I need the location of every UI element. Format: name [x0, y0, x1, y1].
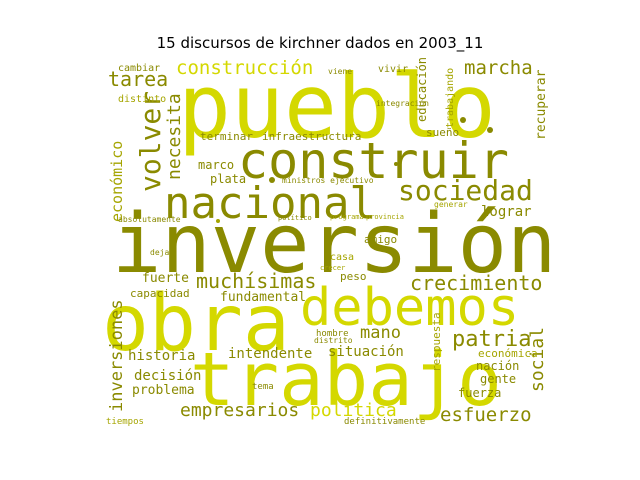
- word-respuesta: respuesta: [430, 312, 443, 372]
- word-marcha: marcha: [464, 57, 533, 79]
- word-fuerte: fuerte: [142, 271, 189, 286]
- word-crecimiento: crecimiento: [410, 271, 542, 295]
- dot-mark: [216, 219, 220, 223]
- word-trabajo: trabajo: [190, 337, 502, 423]
- word-decisión: decisión: [134, 368, 201, 384]
- word-intendente: intendente: [228, 346, 312, 362]
- word-esfuerzo: esfuerzo: [440, 404, 532, 426]
- word-hombre: hombre: [316, 329, 349, 339]
- word-sueño: sueño: [426, 126, 459, 139]
- word-generar: generar: [434, 200, 468, 209]
- word-construcción: construcción: [176, 57, 313, 79]
- word-gente: gente: [480, 372, 516, 386]
- word-plata: plata: [210, 172, 246, 186]
- word-tiempos: tiempos: [106, 417, 144, 427]
- dot-mark: [269, 177, 275, 183]
- word-económica: económica: [478, 347, 538, 360]
- word-distinto: distinto: [118, 94, 166, 105]
- word-obra: obra: [102, 279, 290, 369]
- dot-group: [216, 117, 493, 223]
- word-inversión: inversión: [112, 197, 556, 292]
- word-dejar: dejar: [150, 248, 174, 257]
- word-fundamental: fundamental: [220, 290, 306, 305]
- word-política: política: [310, 400, 397, 421]
- word-amigo: amigo: [364, 233, 397, 246]
- word-terminar: terminar: [200, 130, 253, 143]
- word-ministros-ejecutivo: ministros ejecutivo: [282, 176, 374, 185]
- word-casa: casa: [330, 252, 354, 263]
- word-crecer: crecer: [320, 264, 345, 272]
- word-necesita: necesita: [164, 93, 185, 180]
- word-empresarios: empresarios: [180, 400, 299, 421]
- word-construir: construir: [238, 132, 509, 190]
- dot-mark: [460, 117, 466, 123]
- word-cambiar: cambiar: [118, 63, 160, 74]
- word-recuperar: recuperar: [534, 69, 549, 140]
- word-provincia: provincia: [366, 213, 404, 221]
- word-muchísimas: muchísimas: [196, 269, 316, 293]
- word-viene: viene: [328, 67, 352, 76]
- word-mano: mano: [360, 323, 401, 343]
- word-definitivamente: definitivamente: [344, 417, 425, 427]
- word-fuerza: fuerza: [458, 386, 501, 400]
- word-distrito: distrito: [314, 336, 353, 345]
- word-tema: tema: [252, 382, 274, 392]
- word-vivir: vivir: [378, 64, 408, 75]
- word-inversiones: inversiones: [107, 299, 127, 412]
- word-volver: volver: [134, 91, 167, 192]
- word-lograr: lograr: [481, 204, 532, 220]
- dot-mark: [394, 162, 398, 166]
- word-situación: situación: [328, 344, 404, 360]
- word-peso: peso: [340, 270, 367, 283]
- word-capacidad: capacidad: [130, 287, 190, 300]
- word-sociedad: sociedad: [398, 174, 533, 207]
- word-programa: programa: [330, 213, 364, 221]
- word-patria: patria: [452, 327, 531, 352]
- word-político: político: [278, 214, 312, 222]
- word-integración: integración: [376, 98, 429, 108]
- chart-title: 15 discursos de kirchner dados en 2003_1…: [156, 34, 484, 52]
- word-infraestructura: infraestructura: [262, 130, 361, 143]
- dot-mark: [487, 127, 493, 133]
- word-nación: nación: [476, 359, 519, 373]
- word-tarea: tarea: [108, 67, 168, 91]
- word-educación: educación: [415, 57, 429, 122]
- word-nacional: nacional: [164, 178, 376, 229]
- word-trabajando: trabajando: [445, 68, 456, 128]
- word-problema: problema: [132, 383, 195, 398]
- cloud-background: [100, 58, 546, 430]
- word-pueblo: pueblo: [178, 55, 496, 158]
- word-económico: económico: [108, 141, 126, 222]
- word-marco: marco: [198, 158, 234, 172]
- word-debemos: debemos: [300, 278, 519, 338]
- word-social: social: [527, 327, 548, 392]
- word-historia: historia: [128, 348, 195, 364]
- word-absolutamente: absolutamente: [118, 215, 181, 224]
